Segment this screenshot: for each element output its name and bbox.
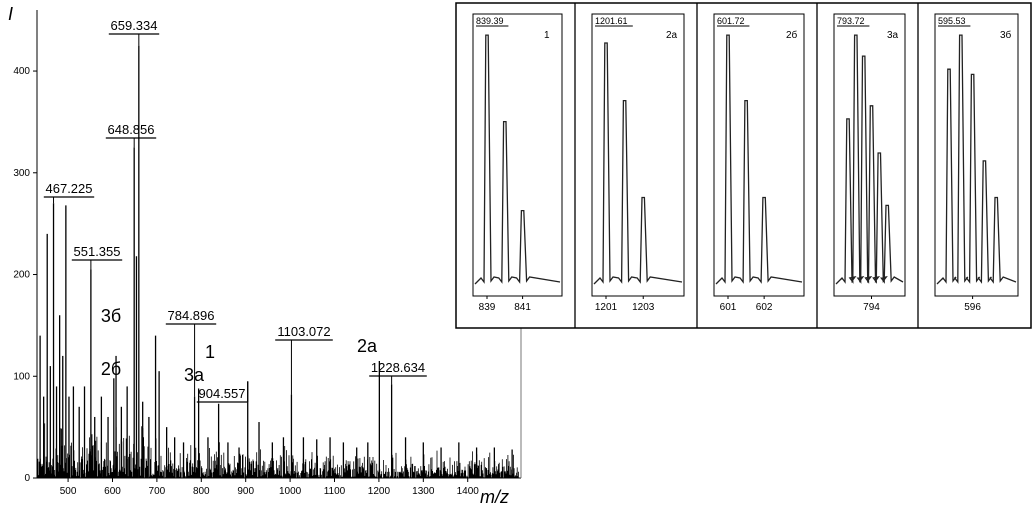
inset-tick-label: 841: [514, 302, 531, 313]
y-tick-label: 300: [13, 168, 30, 179]
inset-plot-box: [713, 13, 805, 297]
inset-tick-label: 1203: [632, 302, 655, 313]
y-tick-label: 200: [13, 270, 30, 281]
inset-trace: [715, 34, 803, 285]
x-tick-label: 600: [104, 486, 121, 497]
inset-tick-label: 1201: [595, 302, 618, 313]
inset-peak-label: 839.39: [476, 16, 504, 26]
x-tick-label: 900: [237, 486, 254, 497]
inset-panel-4: 793.72 3а 794: [816, 3, 906, 328]
compound-label: 3б: [101, 306, 121, 326]
peak-label: 648.856: [108, 122, 155, 137]
inset-plot-box: [934, 13, 1019, 297]
inset-compound-label: 3б: [1000, 29, 1012, 41]
inset-panel-5: 595.53 3б 596: [917, 3, 1019, 328]
inset-plot-box: [833, 13, 906, 297]
x-tick-label: 1300: [412, 486, 435, 497]
inset-compound-label: 1: [544, 30, 550, 41]
x-tick-label: 800: [193, 486, 210, 497]
inset-tick-label: 839: [479, 302, 496, 313]
inset-trace: [835, 34, 904, 285]
inset-panel-3: 601.72 2б 601 602: [696, 3, 805, 328]
peak-label: 784.896: [168, 308, 215, 323]
peak-label: 904.557: [199, 386, 246, 401]
inset-peak-label: 601.72: [717, 16, 745, 26]
y-tick-label: 0: [24, 473, 30, 484]
inset-compound-label: 2а: [666, 30, 678, 41]
x-tick-label: 1000: [279, 486, 302, 497]
x-axis-label: m/z: [480, 487, 509, 507]
y-axis-label: I: [8, 4, 13, 24]
inset-panel-1: 839.39 1 839 841: [472, 13, 563, 313]
peak-label: 467.225: [46, 181, 93, 196]
inset-tick-label: 601: [720, 302, 737, 313]
inset-peak-label: 793.72: [837, 16, 865, 26]
noise-trace: [37, 423, 519, 478]
inset-trace: [936, 34, 1017, 285]
y-tick-label: 100: [13, 371, 30, 382]
inset-tick-label: 602: [756, 302, 773, 313]
x-tick-label: 1200: [368, 486, 391, 497]
inset-tick-label: 794: [863, 302, 880, 313]
x-tick-label: 700: [149, 486, 166, 497]
x-tick-label: 1400: [457, 486, 480, 497]
inset-compound-label: 3а: [887, 30, 899, 41]
inset-trace: [593, 42, 683, 285]
inset-tick-label: 596: [964, 302, 981, 313]
peak-label: 1103.072: [277, 324, 330, 339]
compound-label: 2б: [101, 359, 121, 379]
inset-panel-2: 1201.61 2а 1201 1203: [574, 3, 685, 328]
baseline-noise: [37, 423, 519, 478]
compound-labels: 3б 2б 13а 2а: [101, 306, 378, 385]
inset-peak-label: 595.53: [938, 16, 966, 26]
x-tick-label: 500: [60, 486, 77, 497]
inset-compound-label: 2б: [786, 29, 798, 41]
peak-labels: 659.334 648.856 467.225 551.355 784.896 904.5…: [43, 18, 427, 403]
compound-label: 2а: [357, 336, 378, 356]
y-tick-label: 400: [13, 66, 30, 77]
inset-trace: [474, 34, 561, 285]
spectrum-peaks: [39, 45, 513, 478]
inset-plot-box: [591, 13, 685, 297]
peak-label: 551.355: [74, 244, 121, 259]
peak-label: 1228.634: [371, 360, 425, 375]
compound-label: 1: [205, 342, 215, 362]
peak-label: 659.334: [111, 18, 158, 33]
main-ticks: 500 600 700 800 900 1000 1100 1200 1300 140001002…: [13, 66, 479, 497]
compound-label: 3а: [184, 365, 205, 385]
inset-plot-box: [472, 13, 563, 297]
x-tick-label: 1100: [324, 486, 346, 497]
inset-peak-label: 1201.61: [595, 16, 628, 26]
